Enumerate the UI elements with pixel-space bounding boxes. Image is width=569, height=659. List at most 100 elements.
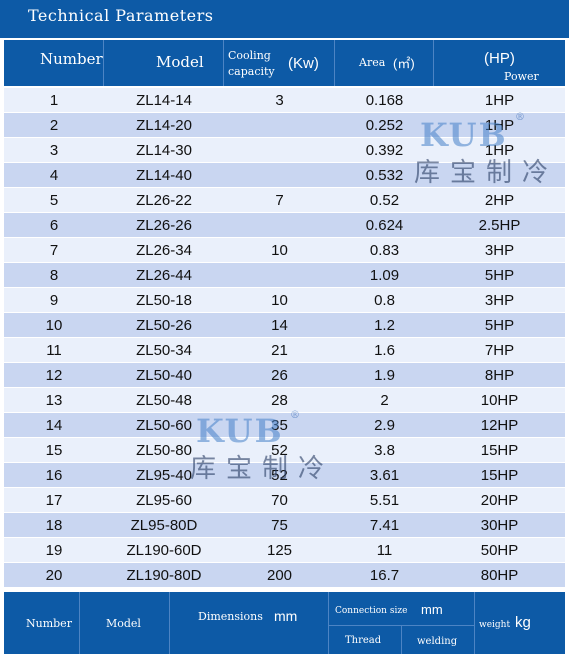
cell-number: 11 bbox=[46, 342, 62, 359]
cell-number: 20 bbox=[45, 567, 63, 584]
cell-cooling: 75 bbox=[271, 517, 288, 534]
watermark-logo-middle: KUB bbox=[196, 412, 284, 450]
watermark-chinese-middle: 库宝制冷 bbox=[190, 454, 335, 484]
cell-cooling: 14 bbox=[271, 317, 288, 334]
cell-power: 5HP bbox=[484, 267, 515, 284]
cell-number: 15 bbox=[45, 442, 63, 459]
footer-connection: Connection size mm Thread welding bbox=[329, 592, 475, 654]
cell-power: 12HP bbox=[480, 417, 519, 434]
cell-area: 0.532 bbox=[365, 167, 404, 184]
header-area-label: Area bbox=[359, 56, 386, 69]
footer-model: Model bbox=[80, 592, 170, 654]
cell-number: 7 bbox=[49, 242, 59, 259]
watermark-registered-top: ® bbox=[515, 112, 525, 123]
cell-cooling: 26 bbox=[271, 367, 288, 384]
footer-model-label: Model bbox=[106, 617, 141, 630]
watermark-registered-middle: ® bbox=[290, 410, 300, 421]
table-row: 4 ZL14-40 0.532 bbox=[4, 163, 565, 188]
table-row: 16 ZL95-40 52 3.61 15HP bbox=[4, 463, 565, 488]
cell-model: ZL50-18 bbox=[136, 292, 192, 309]
cell-number: 13 bbox=[45, 392, 63, 409]
header-cooling-unit: (Kw) bbox=[288, 55, 319, 72]
cell-model: ZL95-80D bbox=[130, 517, 198, 534]
header-number: Number bbox=[4, 40, 104, 86]
cell-power: 15HP bbox=[480, 467, 519, 484]
cell-power: 7HP bbox=[484, 342, 515, 359]
table-row: 20 ZL190-80D 200 16.7 80HP bbox=[4, 563, 565, 588]
cell-area: 1.09 bbox=[369, 267, 400, 284]
cell-model: ZL14-20 bbox=[136, 117, 192, 134]
cell-model: ZL14-40 bbox=[136, 167, 192, 184]
cell-model: ZL26-34 bbox=[136, 242, 192, 259]
footer-connection-unit: mm bbox=[421, 602, 443, 617]
table-row: 13 ZL50-48 28 2 10HP bbox=[4, 388, 565, 413]
cell-cooling: 35 bbox=[271, 417, 288, 434]
watermark-logo-top: KUB bbox=[420, 116, 508, 154]
header-power: (HP) Power bbox=[434, 40, 565, 86]
cell-number: 4 bbox=[49, 167, 59, 184]
cell-cooling: 125 bbox=[266, 542, 293, 559]
cell-cooling: 70 bbox=[271, 492, 288, 509]
cell-model: ZL95-60 bbox=[136, 492, 192, 509]
footer-dimensions-label: Dimensions bbox=[198, 610, 263, 623]
cell-area: 3.8 bbox=[374, 442, 395, 459]
table-row: 2 ZL14-20 0.252 1HP bbox=[4, 113, 565, 138]
header-power-unit: (HP) bbox=[484, 50, 515, 67]
cell-cooling: 52 bbox=[271, 442, 288, 459]
cell-area: 3.61 bbox=[369, 467, 400, 484]
table-row: 1 ZL14-14 3 0.168 1HP bbox=[4, 88, 565, 113]
table-row: 3 ZL14-30 0.392 1HP bbox=[4, 138, 565, 163]
cell-power: 30HP bbox=[480, 517, 519, 534]
cell-model: ZL50-40 bbox=[136, 367, 192, 384]
table-row: 8 ZL26-44 1.09 5HP bbox=[4, 263, 565, 288]
cell-model: ZL50-60 bbox=[136, 417, 192, 434]
cell-model: ZL190-60D bbox=[126, 542, 202, 559]
header-area: Area (㎡) bbox=[335, 40, 434, 86]
header-number-label: Number bbox=[40, 50, 103, 68]
cell-power: 10HP bbox=[480, 392, 519, 409]
cell-power: 3HP bbox=[484, 292, 515, 309]
cell-area: 0.252 bbox=[365, 117, 404, 134]
cell-model: ZL50-26 bbox=[136, 317, 192, 334]
cell-cooling bbox=[224, 113, 335, 138]
cell-model: ZL50-80 bbox=[136, 442, 192, 459]
cell-power: 3HP bbox=[484, 242, 515, 259]
cell-area: 0.52 bbox=[369, 192, 400, 209]
cell-power: 50HP bbox=[480, 542, 519, 559]
cell-model: ZL190-80D bbox=[126, 567, 202, 584]
cell-model: ZL26-44 bbox=[136, 267, 192, 284]
cell-power: 8HP bbox=[484, 367, 515, 384]
cell-power: 80HP bbox=[480, 567, 519, 584]
table-row: 5 ZL26-22 7 0.52 2HP bbox=[4, 188, 565, 213]
cell-area: 0.624 bbox=[365, 217, 404, 234]
cell-area: 0.392 bbox=[365, 142, 404, 159]
footer-thread-label: Thread bbox=[345, 635, 382, 646]
cell-number: 8 bbox=[49, 267, 59, 284]
cell-power: 5HP bbox=[484, 317, 515, 334]
cell-cooling: 10 bbox=[271, 292, 288, 309]
cell-cooling bbox=[224, 138, 335, 163]
cell-cooling: 21 bbox=[271, 342, 288, 359]
footer-weight-label: weight bbox=[479, 620, 511, 630]
table-row: 14 ZL50-60 35 2.9 12HP bbox=[4, 413, 565, 438]
cell-area: 1.2 bbox=[374, 317, 395, 334]
cell-power: 2HP bbox=[484, 192, 515, 209]
footer-number-label: Number bbox=[26, 617, 72, 630]
cell-cooling: 52 bbox=[271, 467, 288, 484]
cell-number: 2 bbox=[49, 117, 59, 134]
cell-cooling bbox=[224, 213, 335, 238]
cell-area: 1.6 bbox=[374, 342, 395, 359]
cell-cooling: 3 bbox=[275, 92, 284, 109]
header-cooling: Cooling capacity (Kw) bbox=[224, 40, 335, 86]
cell-area: 7.41 bbox=[369, 517, 400, 534]
cell-model: ZL26-22 bbox=[136, 192, 192, 209]
footer-dimensions: Dimensions mm bbox=[170, 592, 329, 654]
cell-cooling: 7 bbox=[275, 192, 284, 209]
parameters-table-body: 1 ZL14-14 3 0.168 1HP 2 ZL14-20 0.252 1HP 3 ZL14-3… bbox=[4, 88, 565, 588]
cell-area: 2.9 bbox=[374, 417, 395, 434]
cell-model: ZL14-30 bbox=[136, 142, 192, 159]
cell-area: 16.7 bbox=[369, 567, 400, 584]
footer-dimensions-unit: mm bbox=[274, 608, 298, 624]
footer-weight-unit: kg bbox=[515, 614, 531, 631]
